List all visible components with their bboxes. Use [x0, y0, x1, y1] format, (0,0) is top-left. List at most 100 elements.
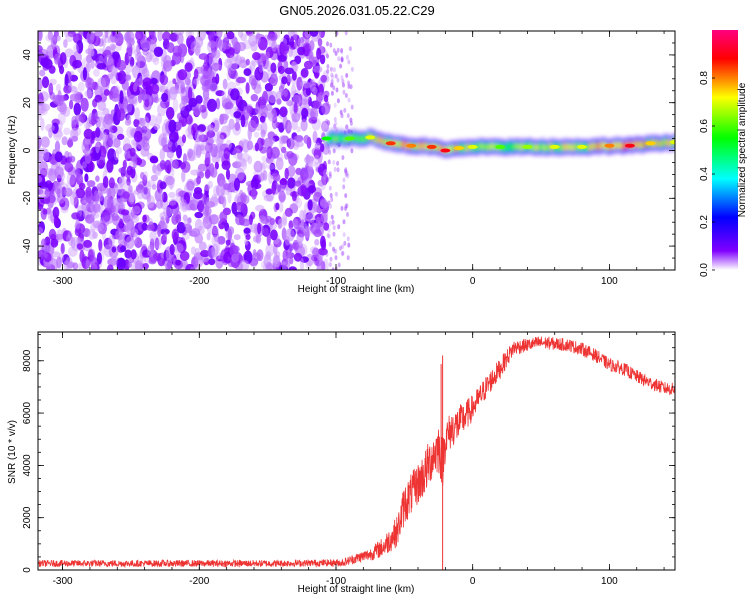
noise-blob	[218, 134, 225, 145]
noise-blob	[118, 176, 125, 188]
noise-blob	[312, 247, 320, 258]
noise-blob	[326, 120, 330, 125]
noise-blob	[65, 33, 74, 43]
noise-blob	[340, 244, 344, 250]
signal-point	[440, 148, 451, 153]
noise-blob	[80, 97, 89, 112]
noise-blob	[41, 76, 50, 89]
noise-blob	[342, 219, 346, 225]
noise-blob	[188, 97, 198, 108]
noise-blob	[345, 73, 349, 78]
noise-blob	[107, 264, 114, 270]
noise-blob	[183, 223, 193, 234]
noise-blob	[152, 57, 160, 66]
noise-blob	[225, 239, 231, 246]
noise-blob	[319, 54, 326, 65]
noise-blob	[193, 106, 201, 117]
noise-blob	[77, 81, 85, 92]
noise-blob	[269, 217, 275, 226]
noise-blob	[120, 209, 130, 216]
noise-blob	[84, 173, 89, 183]
noise-blob	[168, 200, 178, 210]
noise-blob	[171, 228, 179, 241]
noise-blob	[180, 81, 185, 94]
noise-blob	[217, 235, 226, 245]
noise-blob	[330, 214, 334, 220]
signal-point	[604, 143, 615, 148]
noise-blob	[76, 243, 84, 250]
noise-blob	[279, 106, 288, 118]
noise-blob	[142, 214, 147, 223]
noise-blob	[332, 148, 336, 154]
noise-blob	[330, 90, 334, 96]
noise-blob	[219, 211, 228, 222]
noise-blob	[265, 51, 270, 60]
noise-blob	[306, 211, 316, 224]
noise-blob	[186, 178, 195, 191]
noise-blob	[305, 212, 314, 220]
noise-blob	[321, 173, 328, 186]
noise-blob	[122, 159, 127, 170]
noise-blob	[350, 104, 354, 110]
noise-blob	[82, 161, 87, 169]
noise-blob	[208, 31, 215, 43]
noise-blob	[135, 262, 145, 269]
noise-blob	[230, 88, 240, 101]
noise-blob	[326, 64, 330, 69]
noise-blob	[247, 126, 252, 141]
noise-blob	[92, 35, 101, 47]
noise-blob	[230, 254, 241, 269]
noise-blob	[323, 94, 329, 103]
noise-blob	[329, 42, 333, 48]
noise-blob	[45, 207, 52, 215]
noise-blob	[198, 241, 207, 251]
noise-blob	[54, 140, 61, 153]
noise-blob	[64, 162, 74, 173]
noise-blob	[61, 136, 68, 146]
noise-blob	[66, 171, 76, 186]
noise-blob	[204, 184, 211, 191]
noise-blob	[211, 243, 219, 258]
noise-blob	[126, 177, 131, 186]
noise-blob	[255, 204, 265, 212]
noise-blob	[287, 165, 296, 177]
noise-blob	[124, 249, 132, 259]
noise-blob	[264, 252, 270, 265]
noise-blob	[327, 159, 331, 165]
noise-blob	[189, 266, 200, 270]
noise-blob	[147, 244, 155, 257]
noise-blob	[90, 221, 96, 233]
noise-blob	[314, 239, 320, 246]
noise-blob	[312, 100, 322, 110]
noise-blob	[323, 222, 330, 231]
noise-blob	[339, 109, 343, 115]
noise-blob	[302, 209, 307, 223]
noise-blob	[210, 143, 218, 158]
noise-blob	[128, 185, 133, 193]
noise-blob	[285, 254, 291, 268]
noise-blob	[266, 163, 276, 170]
colorbar: 0.0 0.2 0.4 0.6 0.8 Normalized spectral ampl…	[699, 30, 748, 277]
noise-blob	[157, 102, 167, 117]
noise-blob	[86, 31, 95, 45]
noise-blob	[273, 257, 280, 264]
noise-blob	[49, 258, 58, 270]
noise-blob	[303, 226, 311, 239]
noise-blob	[132, 83, 138, 93]
noise-blob	[320, 235, 326, 249]
noise-blob	[116, 108, 126, 121]
noise-blob	[269, 162, 276, 172]
noise-blob	[164, 159, 172, 174]
noise-blob	[325, 252, 329, 257]
noise-blob	[317, 37, 323, 47]
noise-blob	[84, 153, 91, 164]
noise-blob	[190, 169, 200, 176]
noise-blob	[186, 35, 196, 49]
noise-blob	[299, 257, 305, 270]
noise-blob	[80, 111, 86, 124]
noise-blob	[208, 258, 216, 266]
noise-blob	[349, 84, 353, 90]
noise-blob	[87, 43, 95, 57]
noise-blob	[193, 78, 200, 85]
noise-blob	[275, 202, 280, 211]
